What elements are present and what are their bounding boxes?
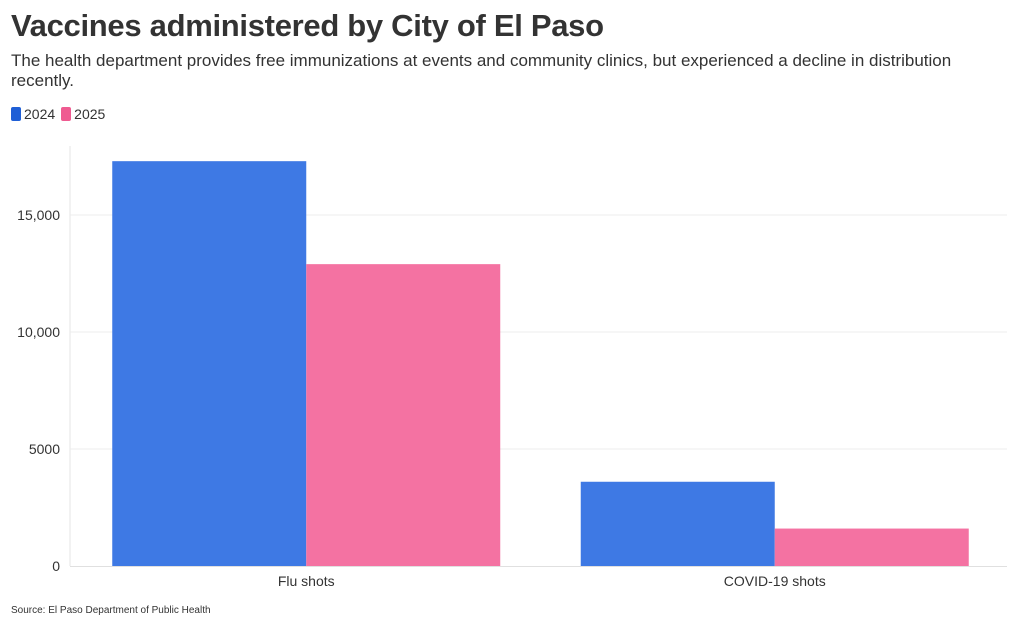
legend: 2024 2025 — [11, 106, 111, 122]
legend-item-2024[interactable]: 2024 — [11, 106, 55, 122]
chart-title: Vaccines administered by City of El Paso — [11, 8, 604, 43]
legend-label-2025: 2025 — [74, 106, 106, 122]
x-tick-label: Flu shots — [278, 573, 335, 589]
legend-item-2025[interactable]: 2025 — [61, 106, 105, 122]
bar-2025-flu — [306, 264, 501, 566]
bar-2024-flu — [112, 161, 307, 566]
chart-subtitle: The health department provides free immu… — [11, 51, 952, 90]
bar-2025-covid — [774, 528, 969, 566]
y-tick-label: 15,000 — [17, 207, 60, 223]
y-tick-label: 0 — [52, 558, 60, 574]
legend-swatch-2024 — [11, 107, 21, 121]
source-note: Source: El Paso Department of Public Hea… — [11, 605, 211, 616]
legend-label-2024: 2024 — [24, 106, 56, 122]
legend-swatch-2025 — [61, 107, 72, 121]
y-tick-label: 5000 — [29, 441, 60, 457]
bar-2024-covid — [580, 481, 775, 566]
y-tick-label: 10,000 — [17, 324, 60, 340]
x-tick-label: COVID-19 shots — [724, 573, 826, 589]
